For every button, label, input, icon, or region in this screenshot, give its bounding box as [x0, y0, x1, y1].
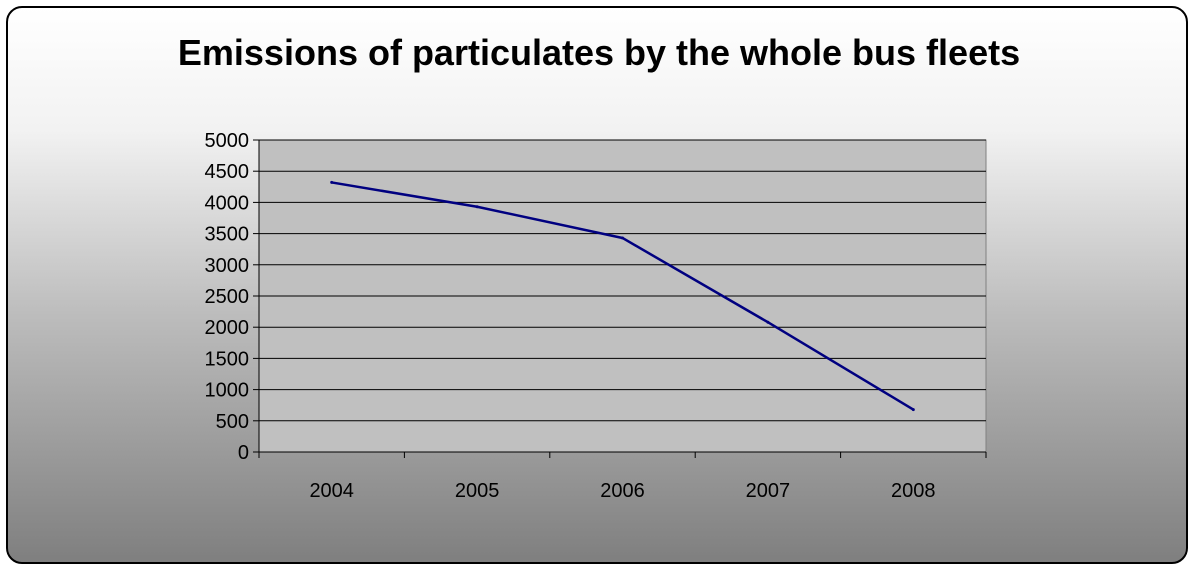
- x-axis-ticks: 2004 2005 2006 2007 2008: [258, 452, 987, 502]
- y-tick-label: 5000: [205, 130, 250, 152]
- y-tick-label: 1500: [205, 348, 250, 370]
- y-tick-label: 2500: [205, 286, 250, 308]
- data-point-2008: [911, 408, 915, 412]
- y-tick-label: 4500: [205, 161, 250, 183]
- y-tick-label: 500: [216, 411, 249, 433]
- y-tick-label: 0: [238, 442, 249, 464]
- x-tick-label-2008: 2008: [891, 480, 936, 502]
- data-point-2006: [621, 236, 624, 240]
- y-axis-ticks: 0 500 1000 1500 2000 2500 3000 3500 4000 4500 5000: [205, 130, 259, 464]
- y-tick-label: 1000: [205, 380, 250, 402]
- y-tick-label: 3500: [205, 224, 250, 246]
- chart-title: Emissions of particulates by the whole b…: [0, 32, 1198, 74]
- series-layer: [330, 180, 915, 412]
- y-tick-label: 4000: [205, 192, 250, 214]
- data-point-2004: [330, 180, 334, 184]
- x-tick-label-2007: 2007: [746, 480, 791, 502]
- x-tick-label-2006: 2006: [600, 480, 645, 502]
- data-point-2005: [475, 205, 479, 209]
- y-tick-label: 3000: [205, 255, 250, 277]
- gridlines: [259, 139, 986, 422]
- chart-title-text: Emissions of particulates by the whole b…: [177, 32, 1021, 73]
- y-tick-label: 2000: [205, 317, 250, 339]
- x-tick-label-2005: 2005: [455, 480, 500, 502]
- data-point-2007: [766, 320, 770, 324]
- x-tick-label-2004: 2004: [309, 480, 354, 502]
